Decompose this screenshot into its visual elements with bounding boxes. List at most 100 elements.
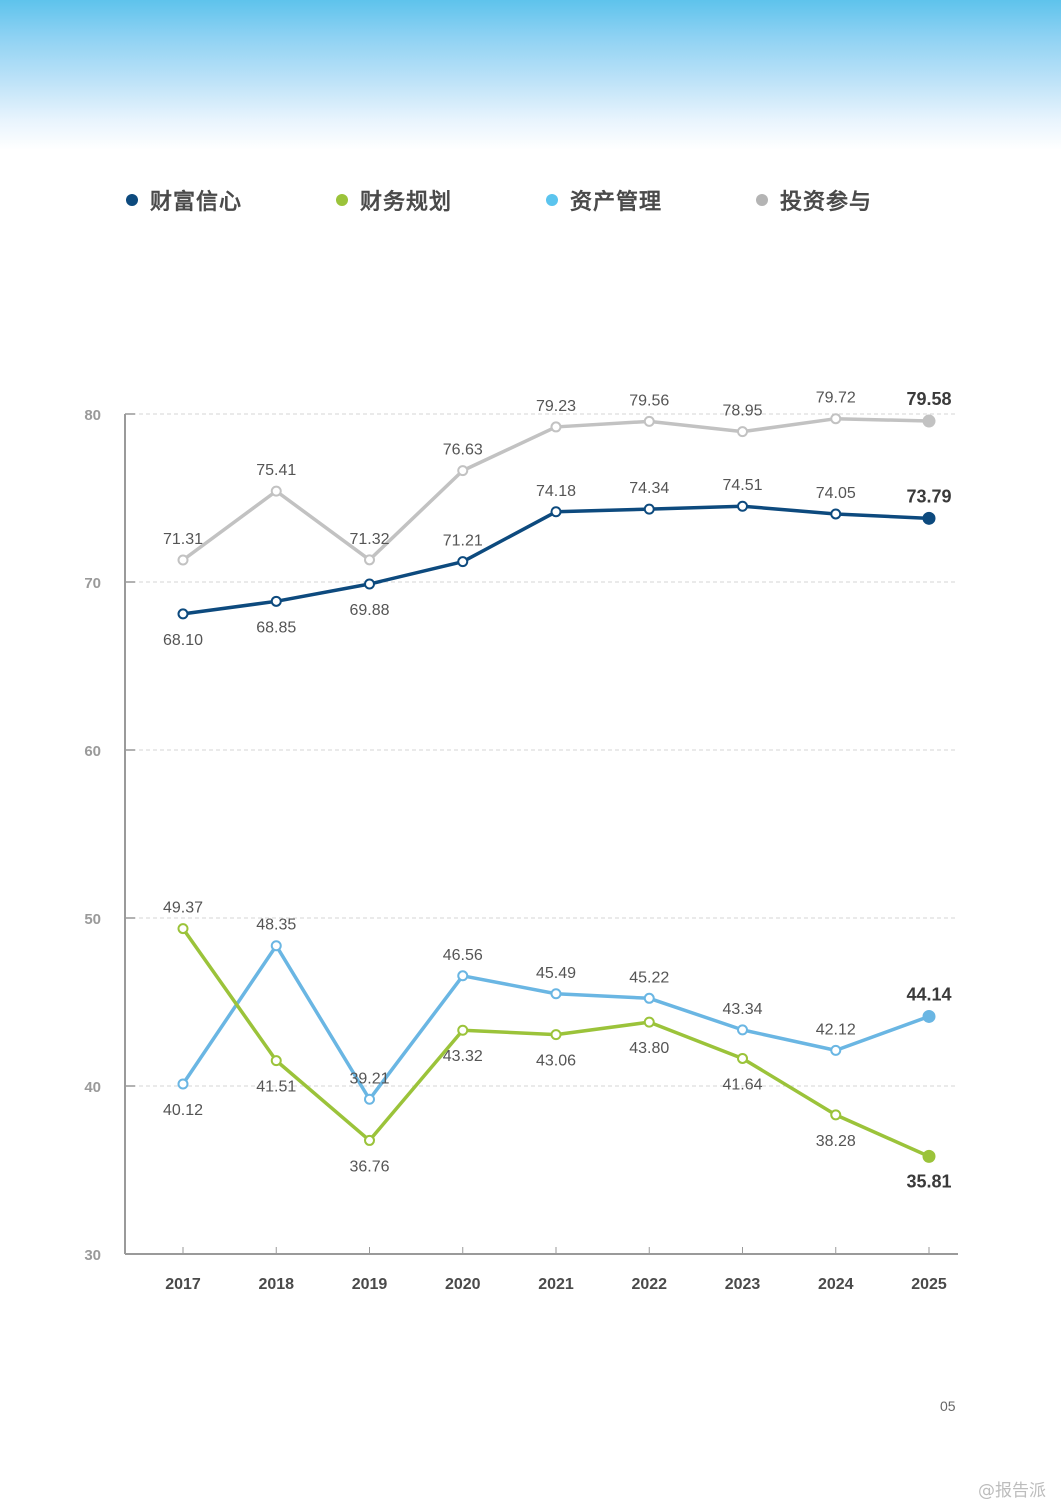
y-tick-label: 30 [84, 1247, 101, 1264]
data-label: 71.32 [349, 531, 389, 548]
data-point [830, 413, 842, 425]
legend-label: 资产管理 [570, 190, 663, 215]
data-label: 79.23 [536, 398, 576, 415]
data-point [457, 465, 469, 477]
data-label: 40.12 [163, 1102, 203, 1119]
data-label: 45.49 [536, 965, 576, 982]
data-label: 41.51 [256, 1079, 296, 1096]
data-point [737, 1024, 748, 1036]
data-point [643, 415, 655, 427]
data-label: 43.34 [722, 1001, 762, 1018]
data-label: 43.80 [629, 1040, 669, 1057]
x-tick-label: 2024 [818, 1276, 854, 1293]
data-label: 36.76 [349, 1158, 389, 1175]
data-label: 71.31 [163, 531, 203, 548]
x-tick-label: 2018 [258, 1276, 294, 1293]
data-point [922, 1149, 936, 1163]
data-point [177, 1078, 189, 1090]
data-label: 78.95 [722, 403, 762, 420]
data-point [922, 414, 936, 428]
data-label: 68.85 [256, 619, 296, 636]
data-label: 69.88 [349, 602, 389, 619]
x-tick-label: 2025 [911, 1276, 947, 1293]
data-point [643, 1016, 655, 1028]
legend-marker [546, 194, 558, 206]
data-point [830, 508, 842, 520]
legend-marker [126, 194, 138, 206]
x-tick-label: 2017 [165, 1276, 201, 1293]
legend-marker [756, 194, 768, 206]
data-label: 43.32 [443, 1048, 483, 1065]
data-label: 79.72 [816, 390, 856, 407]
data-point [643, 992, 655, 1004]
legend-label: 财富信心 [150, 190, 243, 215]
data-point [364, 554, 375, 566]
data-label: 46.56 [443, 947, 483, 964]
data-point [737, 426, 748, 438]
data-label: 73.79 [906, 486, 951, 506]
data-label: 41.64 [722, 1076, 762, 1093]
data-point [922, 1009, 936, 1023]
data-label: 49.37 [163, 900, 203, 917]
x-tick-label: 2020 [445, 1276, 481, 1293]
legend-item-investment-participation: 投资参与 [756, 182, 872, 218]
data-label: 38.28 [816, 1133, 856, 1150]
data-label: 48.35 [256, 917, 296, 934]
x-tick-label: 2023 [725, 1276, 761, 1293]
legend-label: 财务规划 [360, 190, 453, 215]
data-point [737, 1052, 748, 1064]
data-label: 44.14 [906, 984, 951, 1004]
data-label: 42.12 [816, 1021, 856, 1038]
data-point [177, 608, 189, 620]
data-point [270, 485, 282, 497]
data-point [457, 1024, 469, 1036]
data-label: 75.41 [256, 462, 296, 479]
data-point [550, 506, 562, 518]
data-point [830, 1044, 842, 1056]
data-label: 79.56 [629, 392, 669, 409]
data-point [364, 1134, 375, 1146]
data-point [550, 421, 562, 433]
data-point [270, 1055, 282, 1067]
watermark: @报告派 [978, 1481, 1046, 1501]
series-line-3 [181, 927, 930, 1158]
header-gradient-band [0, 0, 1061, 150]
data-label: 74.18 [536, 483, 576, 500]
x-tick-label: 2021 [538, 1276, 574, 1293]
legend-item-asset-management: 资产管理 [546, 182, 662, 218]
data-point [737, 500, 748, 512]
page-number: 05 [940, 1398, 956, 1414]
data-label: 45.22 [629, 969, 669, 986]
data-label: 68.10 [163, 632, 203, 649]
data-point [550, 1029, 562, 1041]
legend-item-financial-planning: 财务规划 [336, 182, 452, 218]
y-tick-label: 80 [84, 407, 101, 424]
legend-item-wealth-confidence: 财富信心 [126, 182, 242, 218]
data-point [922, 511, 936, 525]
data-point [643, 503, 655, 515]
legend-marker [336, 194, 348, 206]
data-label: 43.06 [536, 1053, 576, 1070]
y-tick-label: 50 [84, 911, 101, 928]
data-label: 76.63 [443, 442, 483, 459]
data-point [177, 923, 189, 935]
data-label: 79.58 [906, 389, 951, 409]
data-label: 74.05 [816, 485, 856, 502]
series-line-1 [182, 504, 930, 616]
x-tick-label: 2019 [352, 1276, 388, 1293]
data-point [364, 578, 375, 590]
data-point [457, 970, 469, 982]
data-point [364, 1093, 375, 1105]
y-tick-label: 60 [84, 743, 101, 760]
data-point [270, 940, 282, 952]
x-tick-label: 2022 [631, 1276, 667, 1293]
data-label: 74.51 [722, 477, 762, 494]
data-label: 35.81 [906, 1171, 951, 1191]
data-label: 39.21 [349, 1070, 389, 1087]
y-tick-label: 70 [84, 575, 101, 592]
y-tick-label: 40 [84, 1079, 101, 1096]
legend-label: 投资参与 [780, 190, 873, 215]
data-point [457, 556, 469, 568]
data-point [550, 988, 562, 1000]
